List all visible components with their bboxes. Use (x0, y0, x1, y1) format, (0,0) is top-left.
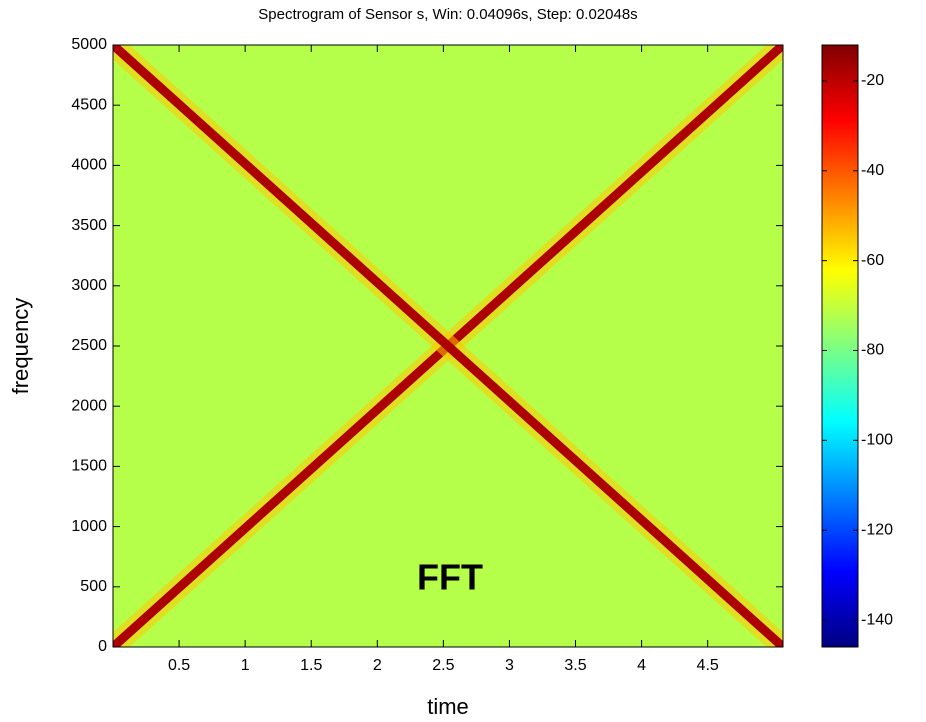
colorbar-tick-label: -20 (861, 72, 884, 89)
y-tick-label: 500 (80, 578, 107, 595)
colorbar (821, 44, 859, 648)
x-tick-label: 4 (637, 657, 646, 674)
colorbar-tick-label: -80 (861, 342, 884, 359)
colorbar-tick-label: -120 (861, 521, 893, 538)
chart-title: Spectrogram of Sensor s, Win: 0.04096s, … (258, 6, 637, 23)
x-tick-label: 1.5 (300, 657, 322, 674)
y-tick-label: 0 (98, 638, 107, 655)
colorbar-tick-label: -40 (861, 162, 884, 179)
y-tick-label: 2500 (71, 337, 107, 354)
y-tick-label: 3000 (71, 277, 107, 294)
y-tick-label: 1500 (71, 458, 107, 475)
y-axis-label: frequency (8, 298, 33, 395)
x-tick-label: 1 (241, 657, 250, 674)
y-tick-label: 4000 (71, 157, 107, 174)
x-tick-label: 0.5 (168, 657, 190, 674)
y-tick-label: 2000 (71, 397, 107, 414)
y-tick-label: 3500 (71, 217, 107, 234)
y-tick-label: 1000 (71, 518, 107, 535)
annotation: FFT (417, 557, 483, 598)
x-tick-label: 3.5 (564, 657, 586, 674)
x-tick-label: 2.5 (432, 657, 454, 674)
y-tick-label: 5000 (71, 36, 107, 53)
y-tick-label: 4500 (71, 96, 107, 113)
x-tick-label: 2 (373, 657, 382, 674)
x-tick-label: 4.5 (697, 657, 719, 674)
colorbar-tick-label: -140 (861, 611, 893, 628)
x-axis-label: time (427, 694, 469, 719)
colorbar-tick-label: -60 (861, 252, 884, 269)
colorbar-tick-label: -100 (861, 432, 893, 449)
x-tick-label: 3 (505, 657, 514, 674)
ridge (113, 45, 783, 647)
